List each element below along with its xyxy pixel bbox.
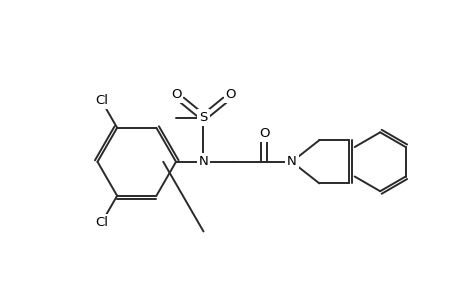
Text: Cl: Cl (95, 217, 108, 230)
Text: N: N (286, 155, 296, 168)
Text: O: O (225, 88, 236, 100)
Text: N: N (198, 155, 208, 168)
Text: Cl: Cl (95, 94, 108, 107)
Text: S: S (199, 111, 207, 124)
Text: O: O (258, 127, 269, 140)
Text: O: O (170, 88, 181, 100)
